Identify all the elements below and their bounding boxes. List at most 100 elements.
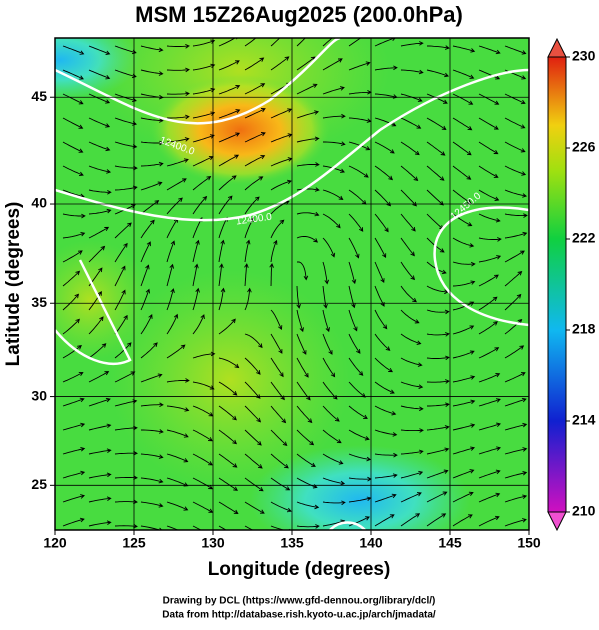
- streamline: [452, 45, 476, 53]
- streamline: [504, 141, 526, 153]
- streamline: [88, 316, 104, 335]
- streamline: [426, 491, 448, 503]
- streamline: [504, 422, 528, 431]
- streamline: [504, 518, 527, 527]
- streamline: [114, 314, 128, 335]
- streamline: [296, 211, 320, 217]
- credit: Data from http://database.rish.kyoto-u.a…: [162, 610, 436, 621]
- contour-label: 12400.0: [235, 212, 273, 228]
- streamline: [192, 87, 216, 95]
- streamline: [296, 235, 319, 243]
- streamline: [296, 285, 301, 309]
- streamline: [62, 470, 86, 479]
- streamline: [62, 371, 84, 383]
- streamline: [244, 405, 262, 423]
- streamline: [400, 41, 424, 47]
- streamline: [192, 176, 212, 191]
- streamline: [218, 60, 240, 71]
- streamline: [426, 309, 450, 315]
- streamline: [218, 381, 238, 396]
- streamline: [452, 117, 473, 131]
- streamline: [62, 45, 85, 55]
- streamline: [348, 261, 357, 285]
- streamline: [348, 333, 361, 354]
- streamline: [114, 425, 138, 431]
- streamline: [504, 447, 528, 455]
- chart-title: MSM 15Z26Aug2025 (200.0hPa): [135, 2, 463, 27]
- streamline: [140, 69, 164, 76]
- streamline: [374, 493, 397, 503]
- streamline: [504, 397, 527, 407]
- streamline: [478, 93, 500, 105]
- streamline: [244, 453, 263, 469]
- streamline: [478, 141, 499, 155]
- streamline: [140, 140, 164, 146]
- streamline: [348, 237, 360, 259]
- streamline: [218, 501, 239, 514]
- streamline: [218, 453, 238, 468]
- streamline: [270, 239, 278, 263]
- credit: Drawing by DCL (https://www.gfd-dennou.o…: [163, 596, 436, 607]
- streamline: [322, 500, 346, 506]
- streamline: [270, 56, 290, 71]
- streamline: [62, 165, 84, 177]
- streamline: [478, 189, 500, 201]
- streamline: [348, 453, 372, 462]
- streamline: [62, 517, 85, 527]
- streamline: [478, 373, 501, 383]
- streamline: [348, 405, 368, 419]
- streamline: [218, 239, 225, 263]
- streamline: [426, 513, 447, 527]
- streamline: [348, 285, 356, 309]
- streamline: [452, 446, 476, 455]
- streamline: [244, 501, 265, 514]
- y-axis-label: Latitude (degrees): [3, 202, 24, 367]
- streamline: [296, 429, 315, 446]
- streamline: [218, 132, 241, 143]
- streamline: [192, 287, 200, 311]
- streamline: [452, 301, 475, 311]
- streamline: [166, 178, 187, 191]
- x-tick-label: 125: [122, 535, 146, 551]
- streamline: [166, 453, 189, 463]
- streamline: [504, 372, 526, 383]
- streamline: [322, 213, 341, 229]
- streamline: [452, 69, 475, 79]
- streamline: [400, 309, 420, 324]
- streamline: [452, 93, 474, 105]
- streamline: [478, 492, 501, 503]
- streamline: [322, 261, 330, 285]
- streamline: [478, 347, 500, 359]
- streamline: [478, 446, 502, 455]
- streamline: [322, 357, 336, 378]
- streamline: [478, 422, 501, 431]
- streamline: [504, 213, 528, 218]
- streamline: [504, 231, 528, 239]
- streamline: [244, 333, 263, 349]
- streamline: [192, 63, 216, 71]
- streamline: [166, 240, 176, 263]
- streamline: [322, 309, 330, 333]
- streamline: [140, 342, 158, 359]
- streamline: [374, 473, 398, 479]
- streamline: [192, 263, 199, 287]
- streamline: [296, 162, 320, 167]
- streamline: [426, 165, 445, 181]
- streamline: [400, 357, 423, 367]
- streamline: [400, 428, 424, 433]
- streamline: [88, 291, 102, 311]
- streamline: [452, 237, 475, 248]
- x-tick-label: 150: [517, 535, 541, 551]
- streamline: [374, 189, 392, 207]
- streamline: [88, 189, 112, 195]
- streamline: [244, 176, 264, 191]
- streamline: [322, 113, 346, 119]
- streamline: [192, 239, 200, 263]
- streamline: [140, 161, 164, 167]
- colorbar-extend: [547, 511, 567, 532]
- streamline: [244, 263, 249, 287]
- streamline: [322, 405, 340, 422]
- streamline: [218, 405, 237, 421]
- streamline: [244, 357, 261, 375]
- streamline: [426, 117, 447, 131]
